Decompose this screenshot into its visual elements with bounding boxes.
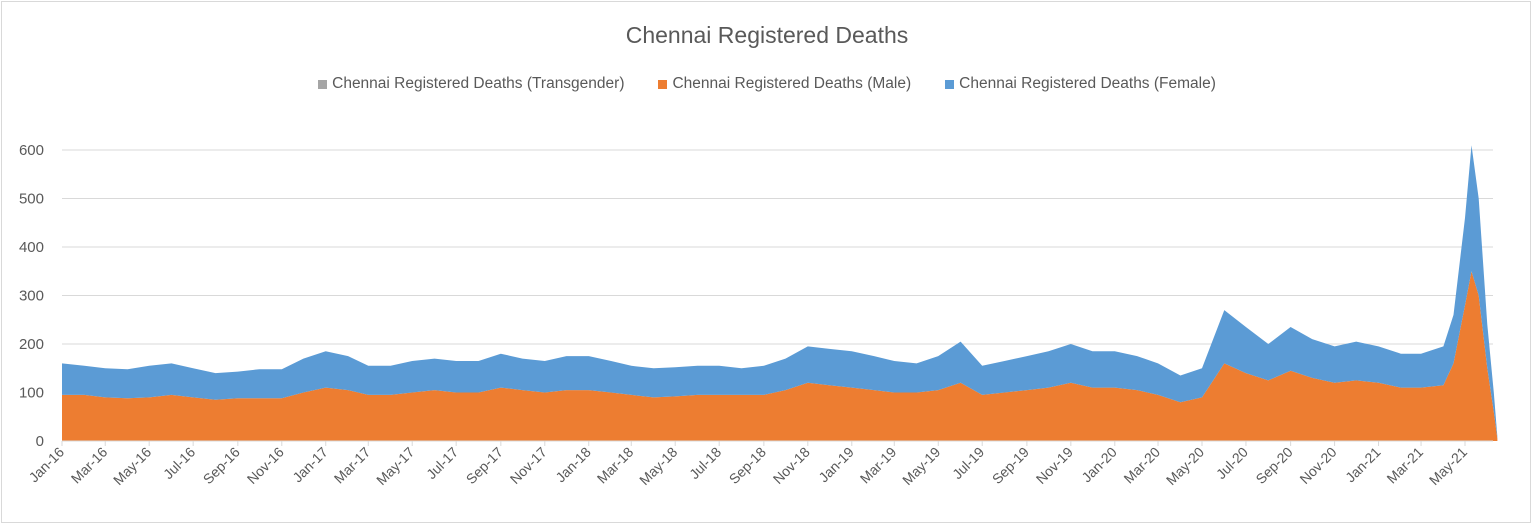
x-tick-label: Jan-20 [1078, 444, 1120, 486]
legend-item-male: Chennai Registered Deaths (Male) [658, 75, 911, 93]
legend-item-transgender: Chennai Registered Deaths (Transgender) [318, 75, 624, 93]
x-tick-label: Nov-18 [770, 444, 813, 487]
y-tick-label: 100 [19, 385, 44, 402]
chart-title: Chennai Registered Deaths [625, 22, 909, 48]
x-tick-label: May-17 [373, 444, 417, 488]
x-tick-label: Jul-16 [160, 444, 198, 482]
x-tick-label: Mar-19 [857, 444, 900, 487]
x-tick-label: Jan-18 [552, 444, 594, 486]
x-tick-label: Jul-20 [1213, 444, 1251, 482]
y-tick-label: 500 [19, 191, 44, 208]
x-tick-label: Mar-18 [594, 444, 637, 487]
x-tick-label: Nov-17 [507, 444, 550, 487]
y-tick-label: 0 [36, 433, 44, 450]
x-tick-label: Sep-16 [200, 444, 243, 487]
x-tick-label: Jan-21 [1342, 444, 1384, 486]
legend-swatch-female [945, 79, 955, 89]
legend: Chennai Registered Deaths (Transgender) … [0, 75, 1534, 93]
x-tick-label: Jan-16 [26, 444, 68, 486]
x-tick-label: May-20 [1163, 444, 1207, 488]
x-tick-label: Nov-16 [244, 444, 287, 487]
y-tick-label: 200 [19, 336, 44, 353]
series-male-area [62, 271, 1498, 441]
x-tick-label: Jul-18 [686, 444, 724, 482]
x-tick-label: Sep-18 [726, 444, 769, 487]
y-tick-label: 300 [19, 288, 44, 305]
x-tick-label: Nov-19 [1033, 444, 1076, 487]
x-tick-label: Jan-17 [289, 444, 331, 486]
legend-item-female: Chennai Registered Deaths (Female) [945, 75, 1216, 93]
y-tick-label: 400 [19, 239, 44, 256]
x-tick-label: Jul-19 [949, 444, 987, 482]
x-tick-label: May-18 [636, 444, 680, 488]
series-female-area [62, 145, 1498, 439]
x-tick-label: Mar-16 [68, 444, 111, 487]
x-tick-label: May-16 [110, 444, 154, 488]
x-tick-label: Mar-20 [1120, 444, 1163, 487]
legend-label: Chennai Registered Deaths (Female) [959, 75, 1216, 92]
x-tick-label: Nov-20 [1296, 444, 1339, 487]
x-tick-label: May-21 [1426, 444, 1470, 488]
x-tick-label: Jul-17 [423, 444, 461, 482]
x-tick-label: Sep-19 [989, 444, 1032, 487]
x-tick-label: Mar-21 [1383, 444, 1426, 487]
x-tick-label: Jan-19 [815, 444, 857, 486]
legend-swatch-male [658, 79, 668, 89]
legend-label: Chennai Registered Deaths (Male) [672, 75, 912, 92]
x-tick-label: Sep-20 [1252, 444, 1295, 487]
legend-swatch-transgender [318, 79, 328, 89]
x-tick-label: Sep-17 [463, 444, 506, 487]
x-tick-label: May-19 [899, 444, 943, 488]
y-tick-label: 600 [19, 142, 44, 159]
legend-label: Chennai Registered Deaths (Transgender) [332, 75, 625, 92]
x-tick-label: Mar-17 [331, 444, 374, 487]
